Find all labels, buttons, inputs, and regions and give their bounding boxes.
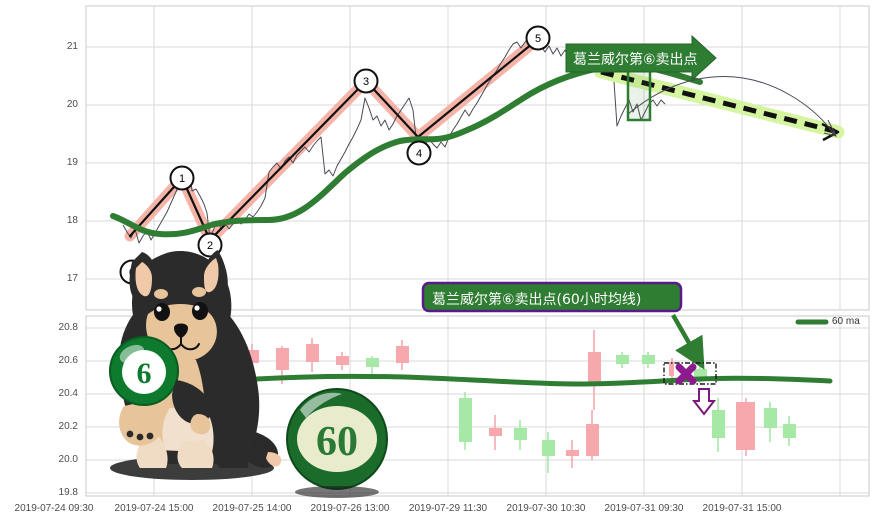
candle <box>588 330 601 410</box>
candle <box>764 402 777 442</box>
callout-pointer-arrow <box>671 313 705 370</box>
pivot-marker-2-label: 2 <box>207 240 213 252</box>
candle <box>669 358 674 382</box>
pivot-marker-4-label: 4 <box>416 148 422 160</box>
y-tick-label: 17 <box>66 273 78 284</box>
candle <box>514 420 527 450</box>
projection-glow <box>594 65 845 139</box>
y-tick-label: 21 <box>66 41 78 52</box>
forecast-arc-tick <box>823 119 837 137</box>
down-arrow-marker <box>691 388 717 416</box>
pivot-marker-5[interactable]: 5 <box>525 25 551 51</box>
pivot-marker-3-label: 3 <box>363 76 369 88</box>
pivot-marker-2[interactable]: 2 <box>197 232 223 258</box>
legend-label-60ma: 60 ma <box>832 316 860 327</box>
pivot-marker-4[interactable]: 4 <box>406 140 432 166</box>
candle <box>366 356 379 375</box>
x-tick-label: 2019-07-25 14:00 <box>212 503 292 514</box>
pivot-marker-5-label: 5 <box>535 33 541 45</box>
sell-point-callout-box <box>421 281 683 313</box>
x-tick-label: 2019-07-30 10:30 <box>506 503 586 514</box>
selection-box[interactable] <box>663 362 717 385</box>
sell-point-banner-label: 葛兰威尔第⑥卖出点 <box>573 52 698 68</box>
candle <box>489 415 502 450</box>
candle <box>616 352 629 368</box>
pivot-marker-1[interactable]: 1 <box>169 165 195 191</box>
sell-point-callout[interactable] <box>421 281 683 313</box>
x-tick-label: 2019-07-31 15:00 <box>702 503 782 514</box>
candle <box>586 410 599 460</box>
sell-point-banner[interactable] <box>565 34 717 82</box>
candle <box>336 352 349 370</box>
y-tick-label: 18 <box>66 215 78 226</box>
y-tick-label: 20.0 <box>58 454 78 465</box>
cross-marker[interactable] <box>675 363 697 385</box>
sell-point-banner-shape <box>565 34 717 82</box>
candle <box>736 398 755 456</box>
x-tick-label: 2019-07-31 09:30 <box>604 503 684 514</box>
x-tick-label: 2019-07-26 13:00 <box>310 503 390 514</box>
trend-leg-line <box>128 37 540 242</box>
ma60-line-bottom <box>237 373 833 387</box>
candle <box>459 392 472 450</box>
y-tick-label: 19 <box>66 157 78 168</box>
candle <box>542 432 555 473</box>
forecast-arc <box>626 76 836 137</box>
ball-small-label: 6 <box>137 357 152 390</box>
ball-large-label: 60 <box>316 419 358 465</box>
projection-arrowhead <box>821 122 840 142</box>
y-tick-label: 20.6 <box>58 355 78 366</box>
y-tick-label: 19.8 <box>58 487 78 498</box>
candle <box>566 440 579 468</box>
y-tick-label: 20.2 <box>58 421 78 432</box>
x-tick-label: 2019-07-29 11:30 <box>408 503 488 514</box>
projection-dashed-line <box>600 69 835 134</box>
sell-point-callout-label: 葛兰威尔第⑥卖出点(60小时均线) <box>432 292 642 308</box>
y-tick-label: 20.8 <box>58 322 78 333</box>
mascot-illustration: 6 60 <box>109 250 388 498</box>
y-tick-label: 20 <box>66 99 78 110</box>
x-tick-label: 2019-07-24 15:00 <box>114 503 194 514</box>
candle <box>396 340 409 370</box>
candle <box>712 398 725 452</box>
pivot-marker-1-label: 1 <box>179 173 185 185</box>
y-tick-label: 20.4 <box>58 388 78 399</box>
pivot-marker-3[interactable]: 3 <box>353 68 379 94</box>
candle <box>783 416 796 446</box>
x-tick-label: 2019-07-24 09:30 <box>14 503 94 514</box>
candle <box>306 338 319 372</box>
candle <box>642 352 655 368</box>
